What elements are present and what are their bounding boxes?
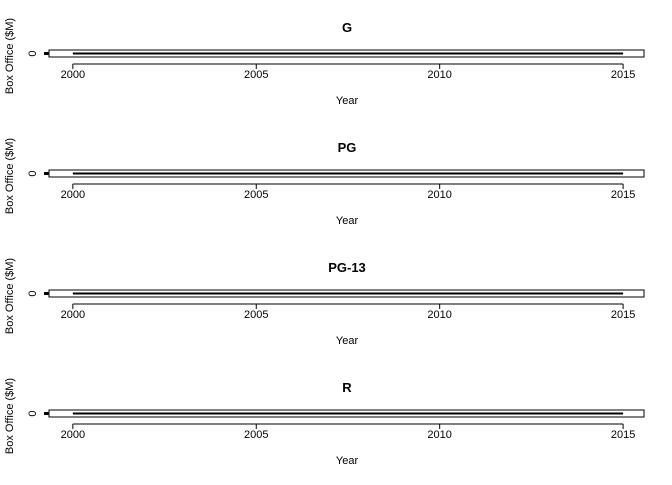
x-tick-label: 2015 [611, 429, 635, 441]
panel: R Year Box Office ($M) 2000 2005 2010 2015 0 [4, 378, 645, 467]
x-tick-label: 2000 [61, 189, 85, 201]
y-tick-label: 0 [27, 170, 39, 176]
x-axis-label: Year [336, 95, 359, 107]
x-tick-label: 2005 [244, 309, 268, 321]
x-tick-label: 2005 [244, 69, 268, 81]
y-axis-label: Box Office ($M) [4, 18, 16, 94]
x-tick-label: 2010 [427, 429, 451, 441]
x-tick-label: 2010 [427, 189, 451, 201]
chart-title: PG [338, 140, 357, 155]
x-tick-label: 2010 [427, 309, 451, 321]
x-tick-label: 2015 [611, 69, 635, 81]
y-tick-label: 0 [27, 290, 39, 296]
panel: PG Year Box Office ($M) 2000 2005 2010 2015 0 [4, 138, 645, 227]
x-axis-label: Year [336, 455, 359, 467]
y-axis-label: Box Office ($M) [4, 258, 16, 334]
y-tick-label: 0 [27, 410, 39, 416]
y-tick-label: 0 [27, 50, 39, 56]
x-axis-label: Year [336, 335, 359, 347]
chart-title: R [342, 380, 352, 395]
x-tick-label: 2000 [61, 429, 85, 441]
chart-title: PG-13 [328, 260, 366, 275]
x-tick-label: 2015 [611, 309, 635, 321]
x-tick-label: 2005 [244, 429, 268, 441]
y-axis-label: Box Office ($M) [4, 378, 16, 454]
x-tick-label: 2005 [244, 189, 268, 201]
x-tick-label: 2000 [61, 69, 85, 81]
panel: PG-13 Year Box Office ($M) 2000 2005 2010 2015… [4, 258, 645, 347]
panel: G Year Box Office ($M) 2000 2005 2010 2015 0 [4, 18, 645, 107]
x-tick-label: 2010 [427, 69, 451, 81]
chart-title: G [342, 20, 352, 35]
x-tick-label: 2000 [61, 309, 85, 321]
x-tick-label: 2015 [611, 189, 635, 201]
y-axis-label: Box Office ($M) [4, 138, 16, 214]
x-axis-label: Year [336, 215, 359, 227]
